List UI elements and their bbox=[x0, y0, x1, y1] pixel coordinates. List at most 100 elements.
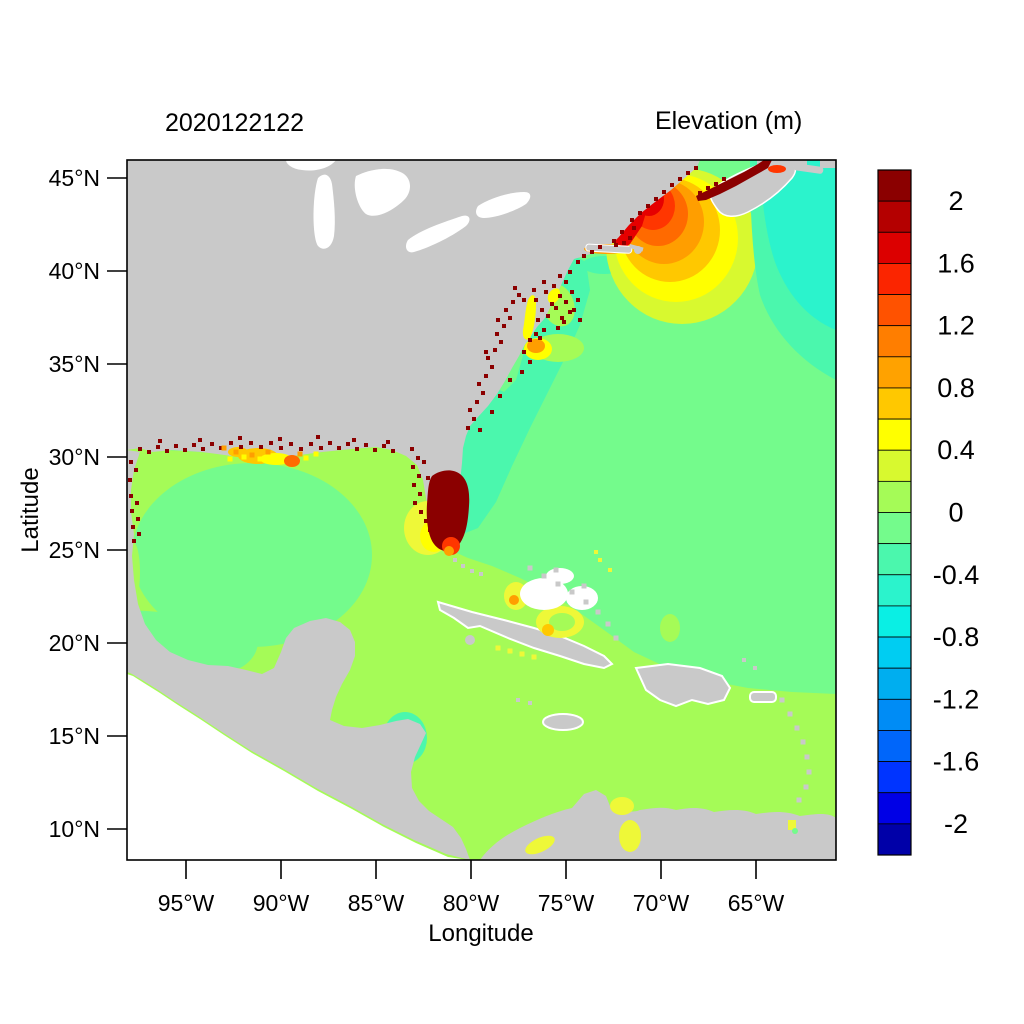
land-hispaniola bbox=[634, 662, 732, 708]
x-tick-label-3: 80°W bbox=[443, 890, 500, 916]
land-cuba bbox=[436, 600, 614, 670]
y-tick-label-6: 15°N bbox=[49, 723, 100, 749]
turks-islets bbox=[742, 658, 757, 670]
trinidad-green-dot bbox=[792, 828, 798, 834]
bay-of-fundy-maroon bbox=[696, 160, 772, 201]
colorbar-segment-7 bbox=[877, 387, 912, 420]
x-tick-label-5: 70°W bbox=[633, 890, 690, 916]
y-tick-label-0: 45°N bbox=[49, 165, 100, 191]
colorbar-segment-10 bbox=[877, 480, 912, 513]
colombia-coast-yellow bbox=[525, 835, 555, 855]
y-tick-label-5: 20°N bbox=[49, 630, 100, 656]
y-axis: 45°N 40°N 35°N 30°N 25°N 20°N 15°N 10°N bbox=[49, 165, 127, 842]
gulf-coast-maroon bbox=[138, 435, 395, 454]
colorbar-label--0.4: -0.4 bbox=[933, 560, 980, 590]
map-frame bbox=[126, 159, 837, 861]
colorbar-segment-3 bbox=[877, 263, 912, 295]
lake-maracaibo-yellow bbox=[619, 820, 641, 852]
colorbar-segment-2 bbox=[877, 231, 912, 264]
lesser-antilles-islets bbox=[779, 697, 812, 803]
bahama-bank-amber-spot bbox=[542, 624, 554, 636]
colorbar-segment-13 bbox=[877, 574, 912, 607]
x-tick-label-0: 95°W bbox=[158, 890, 215, 916]
colorbar-segment-4 bbox=[877, 294, 912, 327]
land-long-island bbox=[585, 243, 633, 254]
colorbar-frame bbox=[877, 169, 912, 856]
land-south-america bbox=[480, 790, 836, 860]
land-puerto-rico bbox=[749, 691, 777, 703]
x-axis-title: Longitude bbox=[428, 920, 533, 947]
colorbar-label-0: 0 bbox=[948, 498, 963, 528]
bahamas-nodata-north bbox=[546, 568, 574, 584]
florida-keys-islets bbox=[453, 558, 483, 576]
y-axis-title: Latitude bbox=[17, 467, 44, 552]
colorbar-label--1.6: -1.6 bbox=[933, 747, 980, 777]
maine-coast-maroon bbox=[612, 166, 698, 243]
coastal-speckles bbox=[128, 166, 812, 803]
colorbar-segment-8 bbox=[877, 418, 912, 451]
land-cape-cod-tip bbox=[634, 246, 642, 254]
x-tick-label-6: 65°W bbox=[728, 890, 785, 916]
colorbar-segment-1 bbox=[877, 200, 912, 233]
colorbar-segment-0 bbox=[877, 169, 912, 202]
georgia-carolina-maroon bbox=[466, 286, 526, 432]
land-isle-of-youth bbox=[465, 635, 475, 645]
colorbar-segment-19 bbox=[877, 761, 912, 794]
colorbar-label-0.8: 0.8 bbox=[937, 373, 975, 403]
colorbar-segment-16 bbox=[877, 667, 912, 700]
colorbar-label--0.8: -0.8 bbox=[933, 622, 980, 652]
bahamas-islets bbox=[527, 565, 619, 641]
bahamas-yellow-dots bbox=[594, 550, 612, 572]
florida-tip-orange bbox=[444, 546, 454, 556]
delaware-bay-yellow bbox=[547, 288, 561, 304]
colorbar-label--1.2: -1.2 bbox=[933, 684, 980, 714]
trinidad-yellow bbox=[788, 820, 796, 830]
nodata-pacific bbox=[127, 674, 468, 860]
colorbar-segment-17 bbox=[877, 698, 912, 731]
colorbar-segment-6 bbox=[877, 356, 912, 389]
fundy-maroon bbox=[698, 177, 726, 195]
colorbar-segment-11 bbox=[877, 512, 912, 545]
louisiana-orange bbox=[221, 445, 303, 458]
lake-michigan bbox=[313, 174, 335, 249]
cuba-south-yellow bbox=[495, 645, 537, 660]
x-tick-label-2: 85°W bbox=[348, 890, 405, 916]
colorbar-segment-9 bbox=[877, 449, 912, 482]
lake-superior bbox=[286, 160, 336, 171]
colorbar-label-2: 2 bbox=[948, 186, 963, 216]
land-top-right-corner bbox=[820, 160, 836, 168]
land-jamaica bbox=[542, 713, 584, 731]
colorbar-segment-21 bbox=[877, 823, 912, 856]
y-tick-label-7: 10°N bbox=[49, 816, 100, 842]
colorbar-label-1.2: 1.2 bbox=[937, 311, 975, 341]
land-top-strip bbox=[757, 160, 807, 166]
lake-ontario bbox=[476, 192, 531, 218]
plot-title-datestamp: 2020122122 bbox=[165, 109, 304, 137]
cayman-islets bbox=[516, 698, 532, 705]
colorbar-segment-15 bbox=[877, 636, 912, 669]
florida-everglades-maroon bbox=[426, 470, 470, 552]
louisiana-yellow bbox=[227, 451, 319, 462]
x-axis: 95°W 90°W 85°W 80°W 75°W 70°W 65°W bbox=[158, 860, 785, 916]
pamlico-orange bbox=[527, 339, 545, 353]
nj-longisland-maroon bbox=[558, 241, 626, 284]
colorbar-segment-18 bbox=[877, 730, 912, 762]
bahama-bank-orange-spot bbox=[509, 595, 519, 605]
bahama-bank-green-core bbox=[549, 613, 575, 631]
louisiana-orange-patch bbox=[284, 455, 300, 467]
land-pei-strip bbox=[793, 163, 824, 174]
chesapeake-delaware-maroon bbox=[532, 280, 582, 340]
colorbar-label-0.4: 0.4 bbox=[937, 435, 975, 465]
colorbar-segment-14 bbox=[877, 605, 912, 638]
colorbar-tick-labels: 2 1.6 1.2 0.8 0.4 0 -0.4 -0.8 -1.2 -1.6 -2 bbox=[933, 186, 980, 839]
colorbar-label--2: -2 bbox=[944, 809, 968, 839]
lake-huron bbox=[354, 168, 410, 216]
ocean-ne-turquoise bbox=[760, 160, 836, 330]
colorbar-segment-12 bbox=[877, 543, 912, 576]
texas-south-maroon bbox=[128, 460, 141, 543]
ocean-hispaniola-ne-green bbox=[660, 614, 680, 642]
lake-erie bbox=[406, 215, 470, 253]
florida-west-maroon bbox=[410, 447, 436, 540]
land-mexico-central-america bbox=[127, 450, 470, 860]
